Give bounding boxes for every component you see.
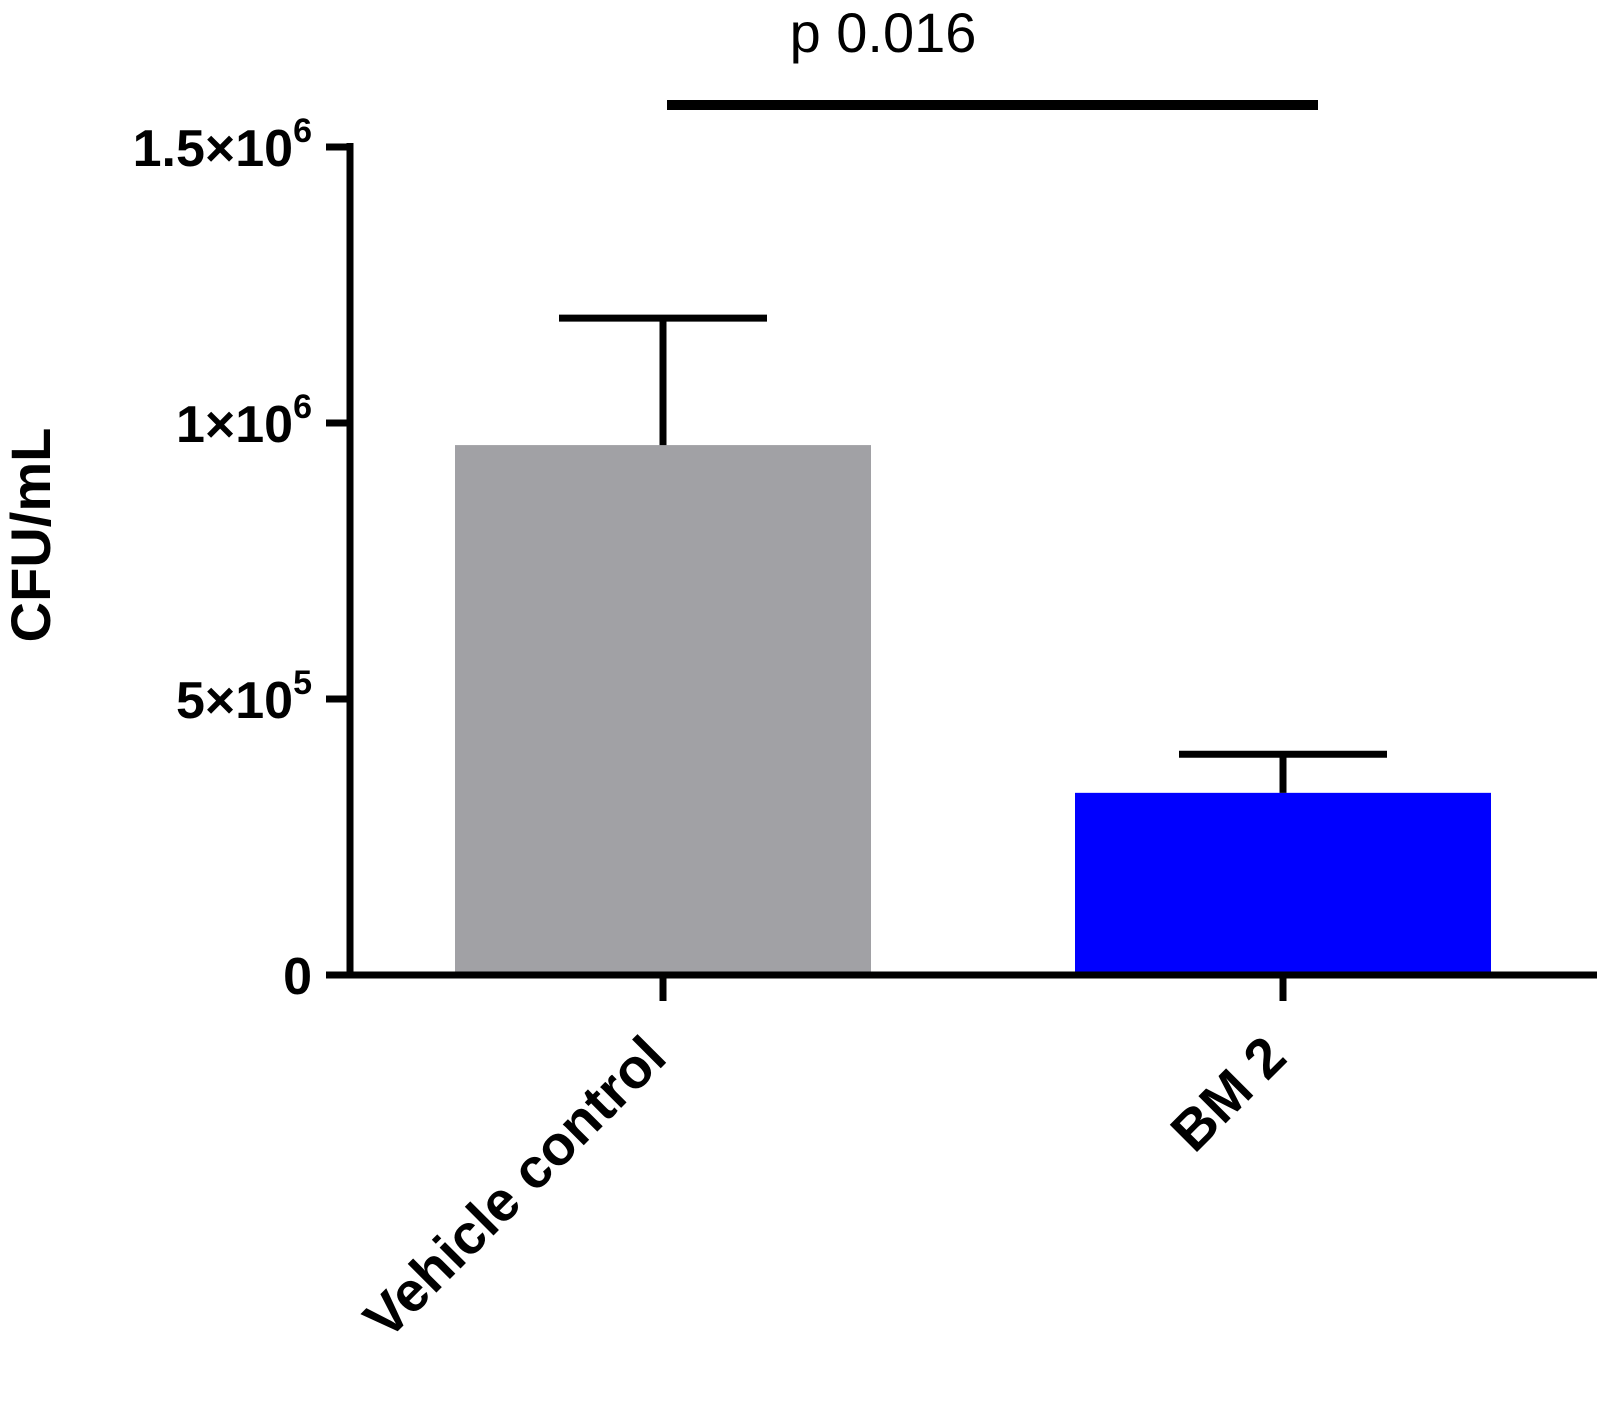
bars xyxy=(455,445,1491,976)
y-tick-label-1: 5×105 xyxy=(176,664,312,730)
bar-0 xyxy=(455,445,871,976)
p-value-label: p 0.016 xyxy=(790,1,977,64)
bar-1 xyxy=(1075,792,1491,975)
significance-annotation: p 0.016 xyxy=(667,1,1318,110)
y-tick-label-0: 0 xyxy=(283,948,312,1006)
y-ticks: 0 5×105 1×106 1.5×106 xyxy=(133,112,350,1006)
x-tick-label-1: BM 2 xyxy=(1158,1024,1297,1163)
x-tick-label-0: Vehicle control xyxy=(351,1024,677,1350)
y-axis-title: CFU/mL xyxy=(0,428,62,643)
y-tick-label-2: 1×106 xyxy=(176,388,312,454)
axes xyxy=(346,143,1597,979)
error-bars xyxy=(559,314,1387,793)
x-ticks: Vehicle control BM 2 xyxy=(351,975,1297,1350)
y-tick-label-3: 1.5×106 xyxy=(133,112,312,178)
